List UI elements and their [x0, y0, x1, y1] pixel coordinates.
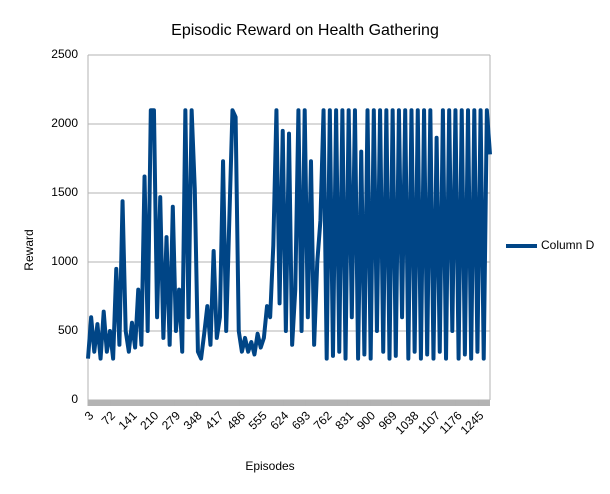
x-tick-label: 1245 [458, 408, 487, 437]
x-axis-label: Episodes [245, 459, 294, 473]
x-tick-label: 348 [181, 408, 205, 432]
x-tick-label: 210 [137, 408, 161, 432]
x-tick-label: 624 [267, 408, 291, 432]
y-axis-label: Reward [22, 229, 36, 270]
x-tick-label: 279 [159, 408, 183, 432]
x-tick-label: 762 [311, 408, 335, 432]
y-tick-label: 1000 [51, 254, 78, 268]
chart-title: Episodic Reward on Health Gathering [171, 22, 439, 39]
x-tick-label: 831 [332, 408, 356, 432]
y-tick-label: 2500 [51, 47, 78, 61]
y-tick-label: 0 [71, 392, 78, 406]
x-tick-label: 141 [116, 408, 140, 432]
x-tick-label: 1107 [415, 408, 443, 436]
y-tick-label: 1500 [51, 185, 78, 199]
x-tick-label: 900 [354, 408, 378, 432]
legend-label: Column D [541, 238, 595, 252]
x-tick-label: 1038 [393, 408, 422, 437]
x-tick-label: 3 [82, 408, 97, 423]
x-tick-label: 1176 [437, 408, 465, 436]
x-tick-label: 693 [289, 408, 313, 432]
x-axis-band [88, 400, 490, 406]
y-tick-label: 2000 [51, 116, 78, 130]
data-line [86, 108, 492, 361]
x-tick-label: 555 [246, 408, 270, 432]
x-tick-label: 417 [202, 408, 226, 432]
x-tick-label: 72 [99, 408, 119, 428]
y-tick-label: 500 [58, 323, 78, 337]
x-tick-label: 486 [224, 408, 248, 432]
